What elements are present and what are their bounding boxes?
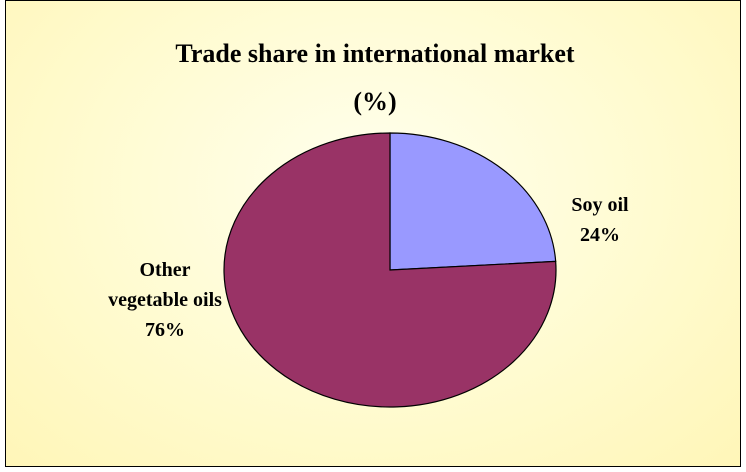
- pie-slice: [389, 132, 557, 271]
- slice-value: 76%: [145, 319, 185, 341]
- slice-value: 24%: [580, 224, 620, 246]
- chart-title: Trade share in international market (%): [175, 39, 575, 116]
- slice-label: Other vegetable oils 76%: [100, 255, 230, 345]
- pie-slice: [223, 132, 557, 408]
- slice-category: Other vegetable oils: [108, 259, 222, 311]
- slice-category: Soy oil: [571, 194, 629, 216]
- slice-label: Soy oil 24%: [545, 190, 655, 250]
